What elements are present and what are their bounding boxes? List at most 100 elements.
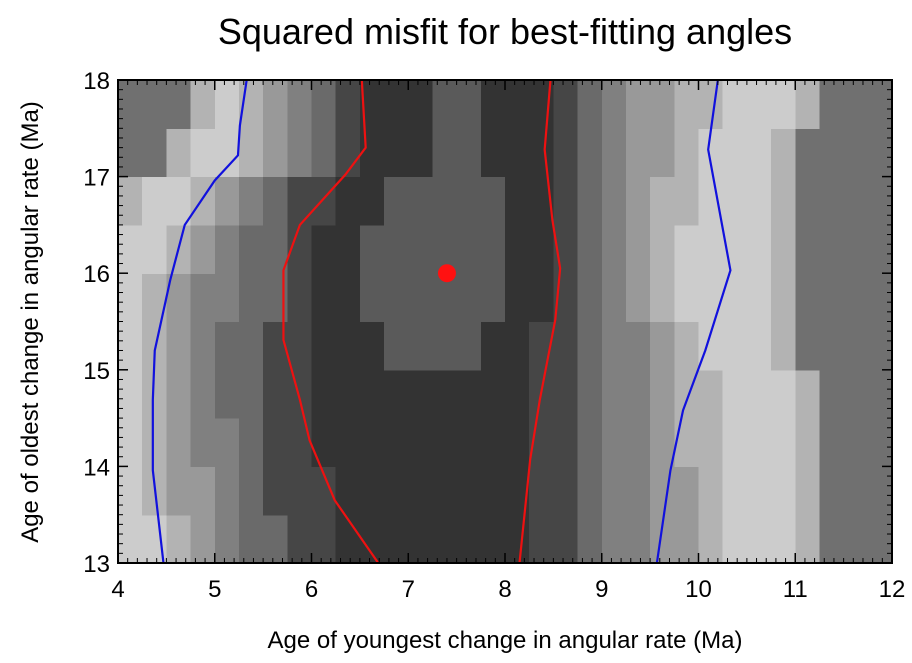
- heatmap-cell: [795, 273, 821, 323]
- heatmap-cell: [529, 128, 554, 178]
- heatmap-cell: [746, 80, 772, 129]
- x-tick-label: 10: [685, 576, 712, 603]
- heatmap-cell: [553, 80, 579, 129]
- heatmap-cell: [867, 80, 893, 129]
- heatmap-cell: [819, 128, 845, 178]
- y-tick-label: 17: [83, 165, 110, 192]
- heatmap-cell: [408, 418, 434, 467]
- heatmap-cell: [843, 466, 869, 516]
- heatmap-cell: [553, 128, 579, 178]
- heatmap-cell: [190, 466, 216, 516]
- heatmap-cell: [843, 418, 869, 467]
- heatmap-cell: [625, 224, 651, 274]
- heatmap-cell: [166, 466, 192, 516]
- axes: 4 5 6 7 8 9 10 11 12 13 14 15 16 17 18: [83, 68, 905, 603]
- heatmap-cell: [746, 369, 772, 419]
- heatmap-cell: [819, 80, 845, 129]
- heatmap-cell: [577, 369, 603, 419]
- heatmap-cell: [650, 321, 675, 371]
- heatmap-cell: [335, 514, 361, 564]
- heatmap-cell: [384, 128, 409, 178]
- heatmap-cell: [238, 273, 264, 323]
- heatmap-cell: [480, 80, 506, 129]
- heatmap-cell: [553, 321, 579, 371]
- heatmap-cell: [142, 80, 167, 129]
- heatmap-cell: [214, 273, 240, 323]
- heatmap-cell: [505, 418, 530, 467]
- heatmap-cell: [843, 80, 869, 129]
- heatmap-cell: [384, 273, 409, 323]
- heatmap-cell: [698, 273, 724, 323]
- heatmap-cell: [238, 369, 264, 419]
- heatmap-cell: [238, 321, 264, 371]
- heatmap-cell: [214, 80, 240, 129]
- heatmap-cell: [287, 80, 313, 129]
- heatmap-cell: [601, 418, 627, 467]
- heatmap-cell: [311, 224, 337, 274]
- heatmap-cell: [650, 466, 675, 516]
- heatmap-cell: [408, 176, 434, 226]
- heatmap-cell: [335, 273, 361, 323]
- heatmap-cell: [263, 418, 288, 467]
- heatmap-cell: [335, 224, 361, 274]
- heatmap-cell: [819, 369, 845, 419]
- heatmap-cell: [577, 224, 603, 274]
- heatmap-cell: [118, 321, 143, 371]
- heatmap-cell: [625, 514, 651, 564]
- heatmap-cell: [311, 176, 337, 226]
- heatmap-cell: [746, 224, 772, 274]
- heatmap-cell: [698, 80, 724, 129]
- heatmap-cell: [166, 418, 192, 467]
- heatmap-cell: [795, 224, 821, 274]
- heatmap-cell: [577, 273, 603, 323]
- heatmap-cell: [795, 80, 821, 129]
- heatmap-cell: [843, 176, 869, 226]
- heatmap-cell: [456, 418, 482, 467]
- heatmap-cell: [432, 514, 458, 564]
- heatmap-cell: [746, 128, 772, 178]
- heatmap-cell: [505, 176, 530, 226]
- heatmap-cell: [359, 224, 385, 274]
- heatmap-cell: [287, 418, 313, 467]
- heatmap-cell: [746, 418, 772, 467]
- heatmap-cell: [408, 224, 434, 274]
- heatmap-cell: [771, 514, 796, 564]
- heatmap-cell: [674, 273, 700, 323]
- heatmap-cell: [456, 273, 482, 323]
- heatmap-cell: [118, 128, 143, 178]
- heatmap-cell: [287, 273, 313, 323]
- heatmap-cell: [650, 224, 675, 274]
- heatmap-cell: [650, 273, 675, 323]
- heatmap-cell: [214, 514, 240, 564]
- heatmap-cell: [384, 224, 409, 274]
- heatmap-cell: [698, 418, 724, 467]
- heatmap-cell: [480, 369, 506, 419]
- heatmap-cell: [456, 514, 482, 564]
- heatmap-cell: [505, 128, 530, 178]
- heatmap-cell: [771, 369, 796, 419]
- heatmap-cell: [674, 514, 700, 564]
- heatmap-cell: [311, 321, 337, 371]
- y-axis-label: Age of oldest change in angular rate (Ma…: [17, 101, 44, 543]
- heatmap-cell: [867, 176, 893, 226]
- heatmap-cell: [480, 273, 506, 323]
- best-fit-marker: [437, 264, 456, 283]
- heatmap-cell: [529, 224, 554, 274]
- heatmap-cell: [408, 273, 434, 323]
- heatmap-cell: [819, 466, 845, 516]
- heatmap-cell: [577, 80, 603, 129]
- heatmap-cell: [505, 369, 530, 419]
- heatmap-cell: [625, 128, 651, 178]
- heatmap-cell: [698, 224, 724, 274]
- heatmap-cell: [771, 273, 796, 323]
- heatmap-cell: [311, 273, 337, 323]
- heatmap-cell: [795, 128, 821, 178]
- heatmap-cell: [674, 418, 700, 467]
- heatmap-cell: [190, 80, 216, 129]
- heatmap-cell: [601, 273, 627, 323]
- heatmap-cell: [577, 176, 603, 226]
- x-tick-label: 7: [402, 576, 415, 603]
- heatmap-cell: [287, 176, 313, 226]
- heatmap-cell: [287, 128, 313, 178]
